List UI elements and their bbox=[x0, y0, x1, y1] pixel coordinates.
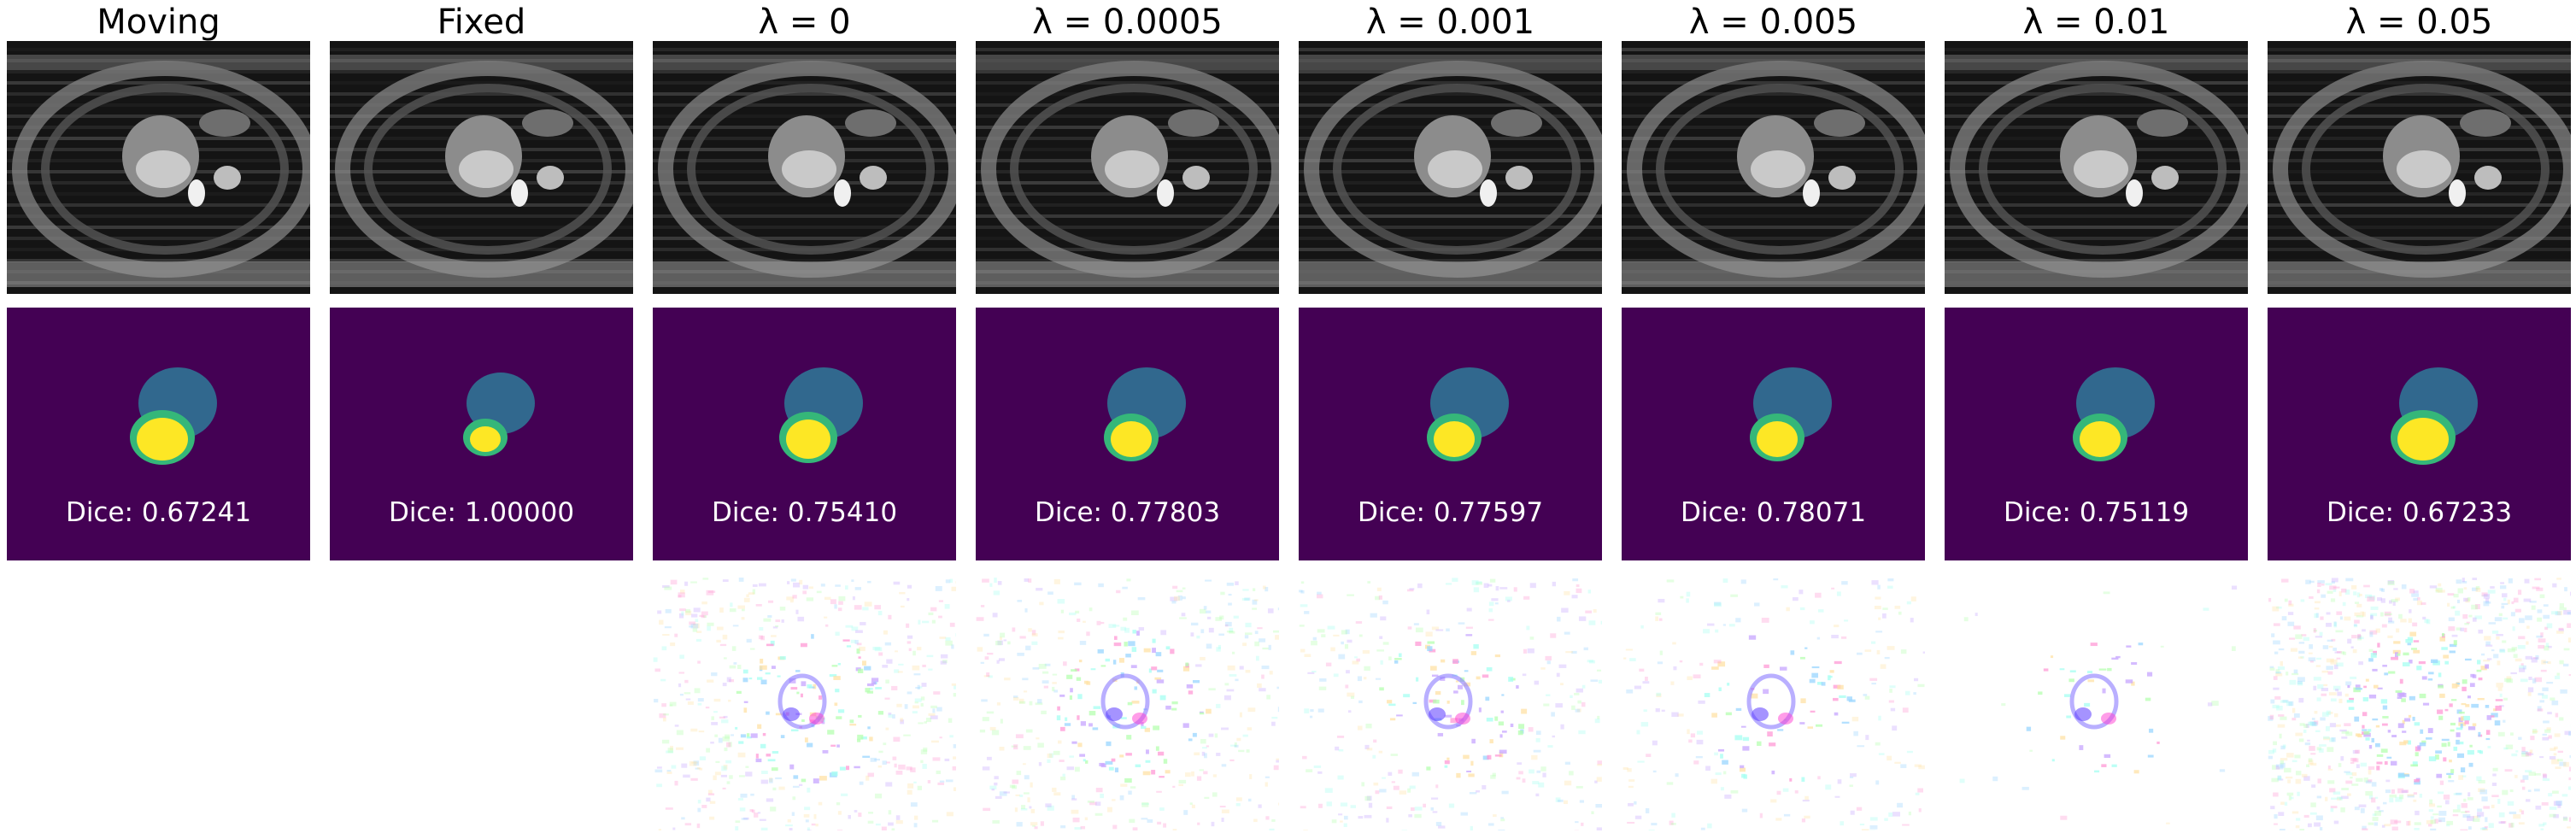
dice-score: Dice: 0.77597 bbox=[1357, 497, 1544, 528]
dice-score: Dice: 0.67241 bbox=[65, 497, 252, 528]
dice-score: Dice: 0.75119 bbox=[2003, 497, 2190, 528]
mri-image-lambda-0.05 bbox=[2268, 41, 2571, 294]
segmentation-lambda-0: Dice: 0.75410 bbox=[653, 308, 956, 560]
dice-score: Dice: 0.78071 bbox=[1680, 497, 1867, 528]
mri-image-lambda-0.005 bbox=[1622, 41, 1925, 294]
deformation-field-lambda-0.0005 bbox=[976, 578, 1279, 830]
dice-score: Dice: 0.75410 bbox=[711, 497, 898, 528]
segmentation-fixed: Dice: 1.00000 bbox=[330, 308, 633, 560]
mri-image-moving bbox=[7, 41, 310, 294]
mri-image-lambda-0.0005 bbox=[976, 41, 1279, 294]
deformation-field-lambda-0.001 bbox=[1299, 578, 1602, 830]
column-title-lambda-0.005: λ = 0.005 bbox=[1688, 3, 1858, 42]
mri-image-fixed bbox=[330, 41, 633, 294]
deformation-field-lambda-0.05 bbox=[2268, 578, 2571, 830]
deformation-field-lambda-0.01 bbox=[1945, 578, 2248, 830]
column-title-lambda-0.01: λ = 0.01 bbox=[2022, 3, 2170, 42]
dice-score: Dice: 0.67233 bbox=[2326, 497, 2513, 528]
segmentation-lambda-0.01: Dice: 0.75119 bbox=[1945, 308, 2248, 560]
column-title-lambda-0.001: λ = 0.001 bbox=[1365, 3, 1535, 42]
dice-score: Dice: 1.00000 bbox=[388, 497, 575, 528]
column-title-fixed: Fixed bbox=[437, 3, 526, 42]
column-title-lambda-0: λ = 0 bbox=[758, 3, 851, 42]
segmentation-lambda-0.005: Dice: 0.78071 bbox=[1622, 308, 1925, 560]
mri-image-lambda-0.01 bbox=[1945, 41, 2248, 294]
segmentation-lambda-0.05: Dice: 0.67233 bbox=[2268, 308, 2571, 560]
column-title-lambda-0.0005: λ = 0.0005 bbox=[1032, 3, 1223, 42]
segmentation-moving: Dice: 0.67241 bbox=[7, 308, 310, 560]
deformation-field-lambda-0 bbox=[653, 578, 956, 830]
dice-score: Dice: 0.77803 bbox=[1034, 497, 1221, 528]
deformation-field-lambda-0.005 bbox=[1622, 578, 1925, 830]
segmentation-lambda-0.001: Dice: 0.77597 bbox=[1299, 308, 1602, 560]
column-title-lambda-0.05: λ = 0.05 bbox=[2345, 3, 2493, 42]
mri-image-lambda-0.001 bbox=[1299, 41, 1602, 294]
mri-image-lambda-0 bbox=[653, 41, 956, 294]
column-title-moving: Moving bbox=[97, 3, 220, 42]
segmentation-lambda-0.0005: Dice: 0.77803 bbox=[976, 308, 1279, 560]
